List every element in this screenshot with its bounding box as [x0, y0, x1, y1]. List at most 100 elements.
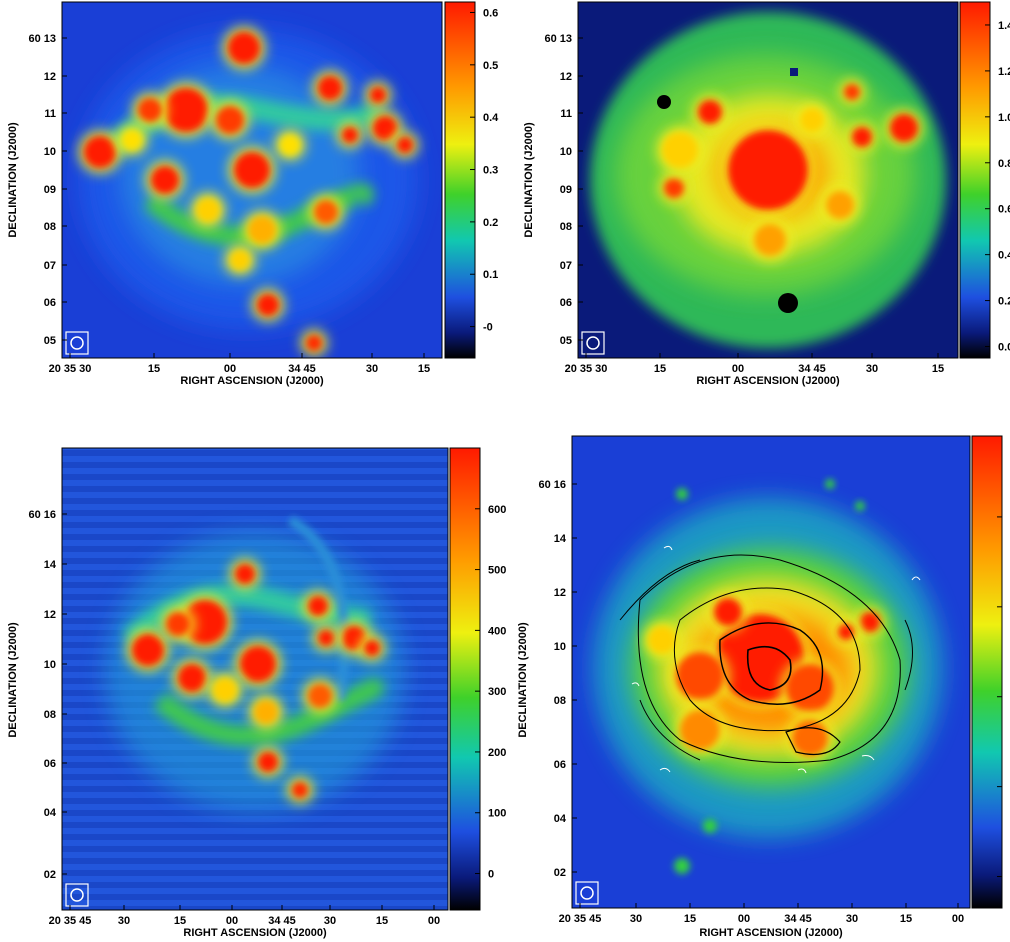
emission-source — [890, 114, 918, 142]
emission-source — [234, 152, 270, 188]
emission-source — [826, 191, 854, 219]
colorbar-tick-label: 0.6 — [998, 204, 1010, 216]
colorbar: 01234 — [971, 435, 1003, 909]
y-tick-label: 12 — [554, 587, 566, 599]
emission-source — [84, 136, 116, 168]
beam-ellipse — [70, 336, 84, 350]
y-tick-label: 07 — [560, 260, 572, 272]
x-axis-label: RIGHT ASCENSION (J2000) — [183, 927, 327, 939]
y-tick-label: 08 — [554, 695, 566, 707]
colorbar-tick-label: 600 — [488, 504, 506, 516]
y-tick-label: 60 16 — [538, 479, 566, 491]
beam-ellipse — [580, 886, 594, 900]
colorbar-gradient — [959, 1, 991, 359]
emission-source — [151, 166, 179, 194]
y-tick-label: 60 13 — [28, 33, 56, 45]
colorbar-tick-label: 0.1 — [483, 269, 498, 281]
colorbar-tick-label: 100 — [488, 808, 506, 820]
x-axis-label: RIGHT ASCENSION (J2000) — [696, 375, 840, 387]
x-tick-label: 30 — [324, 915, 336, 927]
emission-source — [292, 782, 308, 798]
y-tick-label: 06 — [554, 759, 566, 771]
emission-source — [680, 710, 720, 750]
y-tick-label: 11 — [44, 108, 56, 120]
y-tick-label: 10 — [560, 146, 572, 158]
x-tick-label: 20 35 45 — [49, 915, 92, 927]
y-tick-label: 60 16 — [28, 509, 56, 521]
x-tick-label: 30 — [366, 363, 378, 375]
emission-source — [786, 664, 834, 712]
spiral-arm — [153, 678, 384, 746]
y-tick-label: 12 — [44, 609, 56, 621]
beam-box — [65, 883, 89, 907]
x-tick-label: 34 45 — [268, 915, 296, 927]
colorbar-tick-label: -0 — [483, 322, 493, 334]
x-tick-label: 20 35 30 — [49, 363, 92, 375]
y-tick-label: 06 — [44, 758, 56, 770]
y-tick-label: 12 — [560, 71, 572, 83]
x-axis-label: RIGHT ASCENSION (J2000) — [180, 375, 324, 387]
emission-source — [648, 626, 676, 654]
colorbar-tick-label: 500 — [488, 565, 506, 577]
emission-source — [754, 224, 786, 256]
emission-source — [676, 652, 724, 700]
y-tick-label: 10 — [44, 659, 56, 671]
emission-source — [230, 250, 250, 270]
colorbar-gradient — [449, 447, 481, 911]
colorbar-tick-label: 400 — [488, 625, 506, 637]
colorbar-tick-label: 0.6 — [483, 7, 498, 19]
x-tick-label: 00 — [224, 363, 236, 375]
x-tick-label: 00 — [226, 915, 238, 927]
x-tick-label: 34 45 — [798, 363, 826, 375]
emission-source — [397, 137, 413, 153]
emission-source — [373, 116, 397, 140]
colorbar-tick-label: 0.4 — [483, 112, 499, 124]
x-tick-label: 00 — [732, 363, 744, 375]
y-tick-label: 05 — [44, 335, 56, 347]
masked-hole — [778, 293, 798, 313]
emission-source — [844, 84, 860, 100]
emission-source — [664, 178, 684, 198]
x-tick-label: 00 — [738, 913, 750, 925]
colorbar-tick-label: 0.0 — [998, 342, 1010, 354]
colorbar-tick-label: 0.8 — [998, 158, 1010, 170]
panel-bottom-right — [572, 436, 970, 908]
emission-source — [164, 88, 208, 132]
emission-source — [183, 600, 227, 644]
y-tick-label: 02 — [44, 869, 56, 881]
y-tick-label: 06 — [44, 297, 56, 309]
y-tick-label: 10 — [554, 641, 566, 653]
colorbar-tick-label: 200 — [488, 747, 506, 759]
x-tick-label: 15 — [684, 913, 696, 925]
point-source — [674, 858, 690, 874]
point-source — [855, 501, 865, 511]
colorbar-tick-label: 0.5 — [483, 60, 498, 72]
y-tick-label: 08 — [44, 221, 56, 233]
y-tick-label: 14 — [554, 533, 567, 545]
y-tick-label: 09 — [560, 184, 572, 196]
y-tick-label: 04 — [44, 807, 57, 819]
emission-source — [308, 596, 328, 616]
colorbar-tick-label: 300 — [488, 686, 506, 698]
emission-source — [166, 612, 190, 636]
emission-source — [714, 598, 742, 626]
x-tick-label: 15 — [654, 363, 666, 375]
beam-box — [581, 331, 605, 355]
colorbar: 0.0 0.2 0.4 0.6 0.8 1.0 1.2 1.4 — [959, 1, 1010, 359]
emission-source — [838, 624, 854, 640]
y-tick-label: 12 — [44, 71, 56, 83]
x-tick-label: 30 — [118, 915, 130, 927]
emission-source — [228, 32, 260, 64]
point-source — [825, 479, 835, 489]
colorbar-tick-label: 0.2 — [483, 217, 498, 229]
x-axis-label: RIGHT ASCENSION (J2000) — [699, 927, 843, 939]
emission-source — [728, 130, 808, 210]
y-tick-label: 14 — [44, 559, 57, 571]
emission-source — [196, 198, 220, 222]
x-tick-label: 30 — [846, 913, 858, 925]
x-tick-label: 15 — [418, 363, 430, 375]
x-tick-label: 00 — [952, 913, 964, 925]
emission-source — [254, 700, 278, 724]
x-tick-label: 00 — [428, 915, 440, 927]
emission-source — [314, 200, 338, 224]
